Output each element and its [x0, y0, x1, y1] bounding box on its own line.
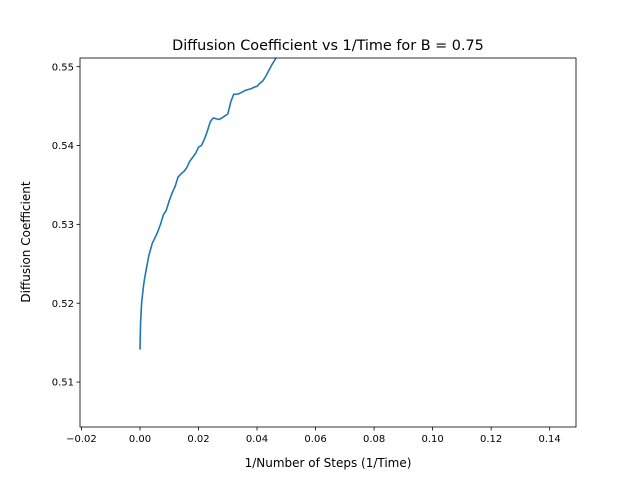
- chart-title: Diffusion Coefficient vs 1/Time for B = …: [172, 38, 484, 54]
- x-tick-label: 0.12: [480, 434, 502, 445]
- x-axis-label: 1/Number of Steps (1/Time): [245, 456, 412, 470]
- y-tick-label: 0.51: [52, 378, 74, 389]
- y-axis-label: Diffusion Coefficient: [19, 181, 33, 302]
- y-tick-label: 0.52: [52, 299, 74, 310]
- y-tick-label: 0.55: [52, 62, 74, 73]
- x-tick-label: 0.06: [304, 434, 326, 445]
- x-tick-label: 0.04: [246, 434, 268, 445]
- plot-frame: [79, 57, 577, 428]
- series-line: [139, 58, 277, 350]
- y-tick-label: 0.53: [52, 220, 74, 231]
- x-tick-label: −0.02: [66, 434, 97, 445]
- x-tick-label: 0.14: [539, 434, 561, 445]
- plot-area: [80, 58, 576, 427]
- x-tick-label: 0.10: [421, 434, 443, 445]
- x-tick-label: 0.02: [187, 434, 209, 445]
- x-tick-label: 0.08: [363, 434, 385, 445]
- x-tick-label: 0.00: [129, 434, 151, 445]
- y-tick-label: 0.54: [52, 141, 74, 152]
